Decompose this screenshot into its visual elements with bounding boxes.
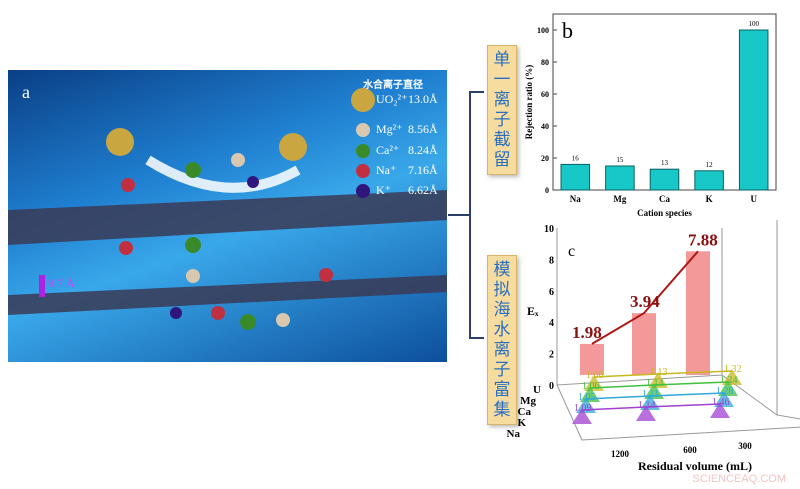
bar [560,163,591,191]
data-label-K: 1.05 [578,392,596,403]
cone-Na [572,408,592,424]
y-tick-label: 0 [545,186,549,195]
spacing-marker [39,275,45,297]
x-axis-label: Cation species [637,208,692,218]
depth-label: Mg [520,395,536,407]
depth-label: Na [507,428,521,440]
ion-name: Ca²⁺ [376,143,400,157]
ion-name: UO₂²⁺ [376,92,408,106]
y-tick-label: 8 [549,255,554,266]
y-tick-label: 4 [549,318,554,329]
bar-U [580,343,604,375]
cone-K [714,391,734,407]
bar [649,168,680,191]
panel-label-c: c [568,243,575,260]
x-tick-label: 600 [683,445,697,455]
data-label-U: 7.88 [688,230,718,249]
y-tick-label: 10 [544,224,554,235]
y-tick-label: 0 [549,381,554,392]
depth-label: Ca [518,406,532,418]
y-tick-label: 40 [541,122,549,131]
data-label-K: 1.28 [716,386,734,397]
data-label-Mg: 1.32 [724,364,742,375]
x-tick-label: Mg [613,194,626,204]
ion-name: K⁺ [376,183,391,197]
membrane-layer-bottom [8,275,447,315]
data-label: 12 [706,161,714,169]
ion-name: Na⁺ [376,163,397,177]
membrane-layer-top [8,190,447,245]
label-seawater-enrichment: 模拟海水离子富集 [487,255,517,425]
y-tick-label: 100 [537,26,549,35]
legend-title: 水合离子直径 [363,80,423,91]
panel-a-illustration: a 9.7 Å 水合离子直径 UO₂²⁺ 13.0Å Mg²⁺ 8.56Å Ca²⁺ 8.… [8,70,447,362]
y-tick-label: 60 [541,90,549,99]
ion-swatch [356,123,370,137]
bar [605,165,635,191]
data-label-K: 1.11 [642,389,659,400]
data-label: 15 [616,156,624,164]
bar [738,29,769,191]
x-tick-label: 1200 [611,449,630,459]
data-label-Mg: 1.08 [586,370,604,381]
depth-label: U [533,384,541,396]
bar [694,170,724,191]
ion-swatch [351,88,375,112]
ion-diameter: 8.56Å [408,122,438,136]
y-tick-label: 6 [549,287,554,298]
ion-diameter: 8.24Å [408,143,438,157]
bar-U [632,313,656,375]
data-label-Na: 1.09 [574,403,592,414]
data-label-U: 3.94 [630,292,660,311]
label-single-ion-rejection: 单一离子截留 [487,45,517,175]
data-label: 100 [748,20,759,28]
x-tick-label: U [750,194,757,204]
ion-swatch [356,144,370,158]
x-tick-label: K [706,194,713,204]
data-label-Mg: 1.13 [650,367,668,378]
y-axis-label: Rejection ratio (%) [524,65,534,139]
panel-label-b: b [562,18,573,43]
ion-swatch [356,164,370,178]
ion-swatch [356,184,370,198]
uranyl-ion [106,128,134,156]
x-tick-label: Ca [659,194,670,204]
data-label-Ca: 1.24 [720,375,738,386]
cone-Na [636,405,656,421]
flow-arrow [145,155,301,193]
ion-name: Mg²⁺ [376,122,403,136]
depth-label: K [517,417,526,429]
series-line-U [591,250,699,345]
data-label: 13 [661,159,669,167]
x-tick-label: 300 [738,441,752,451]
interlayer-spacing: 9.7 Å [48,276,75,290]
data-label: 16 [572,154,580,162]
x-axis-label: Residual volume (mL) [638,459,752,473]
uranyl-ion [279,133,307,161]
y-tick-label: 2 [549,350,554,361]
y-tick-label: 20 [541,154,549,163]
data-label-Ca: 1.14 [646,378,664,389]
ion-diameter: 13.0Å [408,92,438,106]
chart-b: b 0 20 40 60 80 100 16 Na 15 Mg 13 Ca 12 K 100 U Cation s… [524,13,777,218]
data-label-U: 1.98 [572,323,602,342]
data-label-Ca: 1.06 [582,381,600,392]
cone-Ca [718,380,738,396]
x-tick-label: Na [570,194,581,204]
data-label-Na: 1.14 [638,400,656,411]
ion-diameter: 7.16Å [408,163,438,177]
cone-Mg [722,369,742,385]
y-tick-label: 80 [541,58,549,67]
bar-U [686,251,710,375]
ion-diameter: 6.62Å [408,183,438,197]
y-axis-label: Eₓ [527,304,539,318]
watermark: SCIENCEAQ.COM [692,473,786,485]
cone-Na [710,402,730,418]
data-label-Na: 1.46 [712,397,730,408]
membrane-illustration [8,128,447,330]
panel-label-a: a [22,82,30,102]
